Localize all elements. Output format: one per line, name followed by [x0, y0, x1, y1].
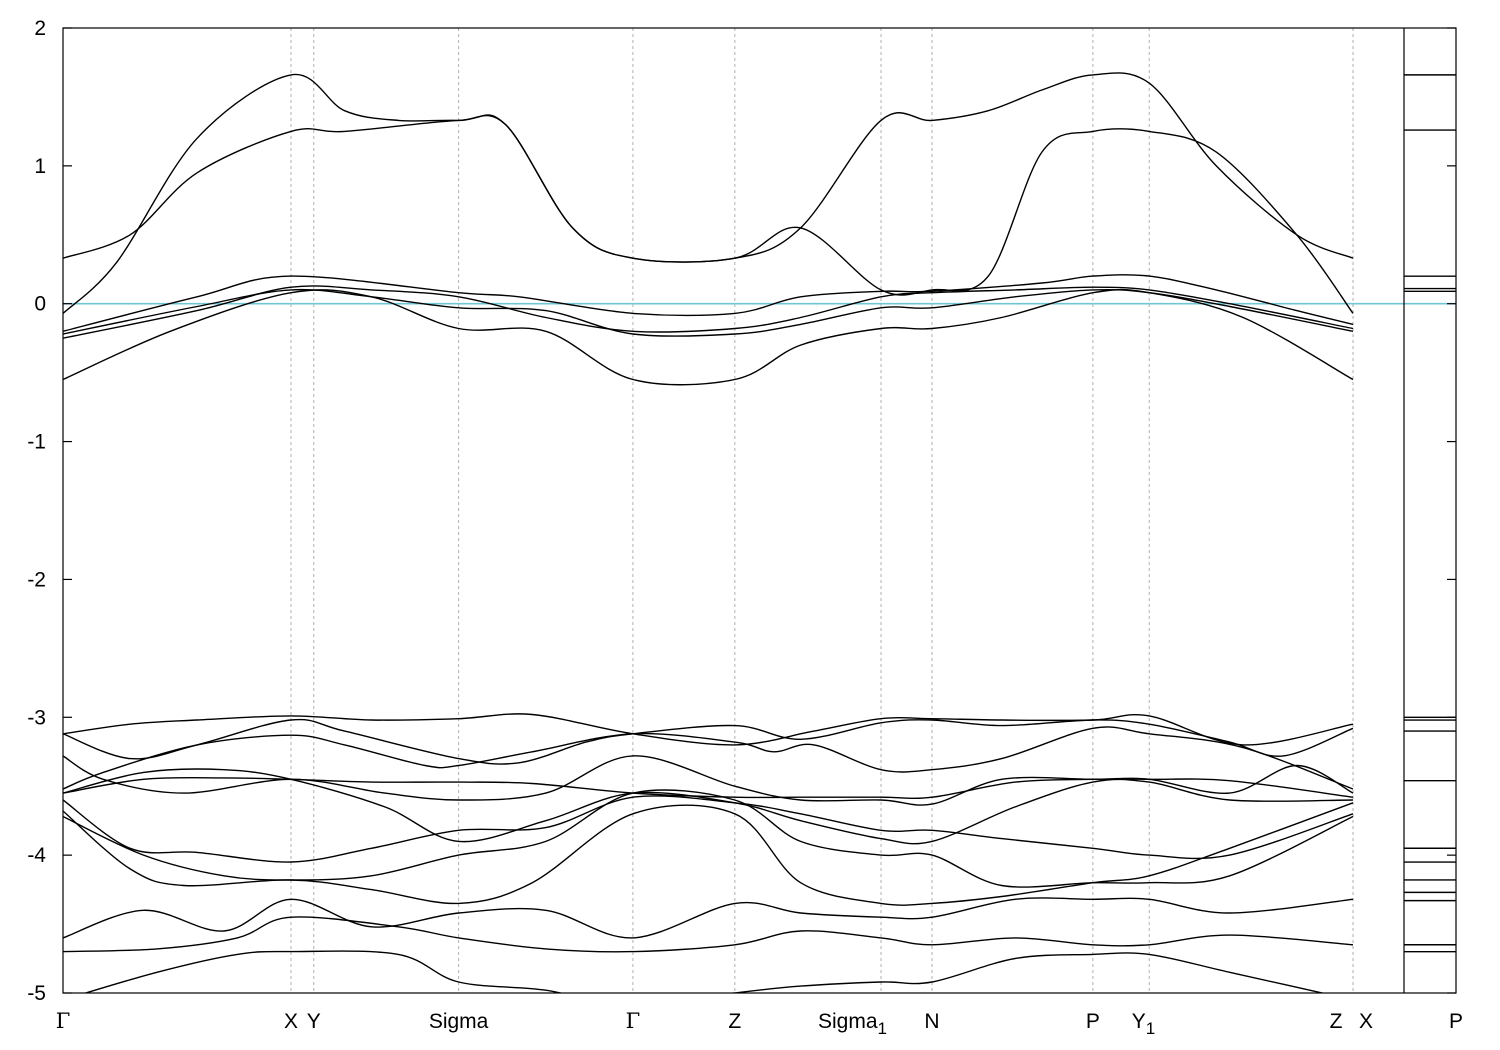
x-tick-label: Sigma: [429, 1010, 489, 1033]
band-lines: [63, 72, 1354, 993]
y-tick-label: -4: [27, 844, 46, 867]
band-line-3: [63, 274, 1354, 332]
band-line-9: [63, 726, 1354, 790]
x-tick-label: Γ: [56, 1009, 71, 1033]
x-tick-label: Y: [307, 1010, 321, 1033]
y-tick-label: 2: [34, 17, 46, 40]
y-tick-label: -1: [27, 431, 46, 454]
plot-frame: [62, 27, 1457, 994]
band-line-17: [63, 916, 1354, 953]
band-line-13: [63, 795, 1354, 863]
x-tick-label: Z: [728, 1010, 741, 1033]
band-line-5: [63, 288, 1354, 337]
band-line-15: [63, 789, 1354, 888]
band-line-2: [63, 73, 1354, 314]
band-line-14: [63, 802, 1354, 906]
band-line-6: [63, 288, 1354, 386]
right-panel-levels: [1403, 28, 1456, 993]
band-line-18: [83, 950, 1326, 993]
y-tick-label: 1: [34, 155, 46, 178]
band-line-8: [63, 718, 1354, 765]
band-line-1: [63, 72, 1354, 263]
symmetry-grid-lines: [290, 28, 1354, 993]
x-tick-label: X: [1359, 1010, 1373, 1033]
x-tick-subscript: 1: [878, 1019, 887, 1038]
x-tick-label: X: [284, 1010, 298, 1033]
y-tick-label: -2: [27, 568, 46, 591]
y-axis-ticks: 2 1 0 -1 -2 -3 -4 -5: [27, 17, 1456, 1005]
x-tick-label: P: [1449, 1010, 1463, 1033]
x-tick-label: Y1: [1132, 1010, 1155, 1038]
x-tick-label: N: [924, 1010, 939, 1033]
x-axis-ticks: Γ X Y Sigma Γ Z Sigma1 N P Y1 Z X P: [56, 1009, 1463, 1038]
y-tick-label: 0: [34, 293, 46, 316]
x-tick-label: P: [1086, 1010, 1100, 1033]
y-tick-label: -5: [27, 982, 46, 1005]
band-line-4: [63, 285, 1354, 339]
x-tick-label: Sigma1: [818, 1010, 887, 1038]
band-line-16: [63, 897, 1354, 939]
x-tick-subscript: 1: [1146, 1019, 1155, 1038]
x-tick-label: Γ: [626, 1009, 641, 1033]
y-tick-label: -3: [27, 706, 46, 729]
band-line-7: [63, 713, 1354, 746]
x-tick-label: Z: [1330, 1010, 1343, 1033]
